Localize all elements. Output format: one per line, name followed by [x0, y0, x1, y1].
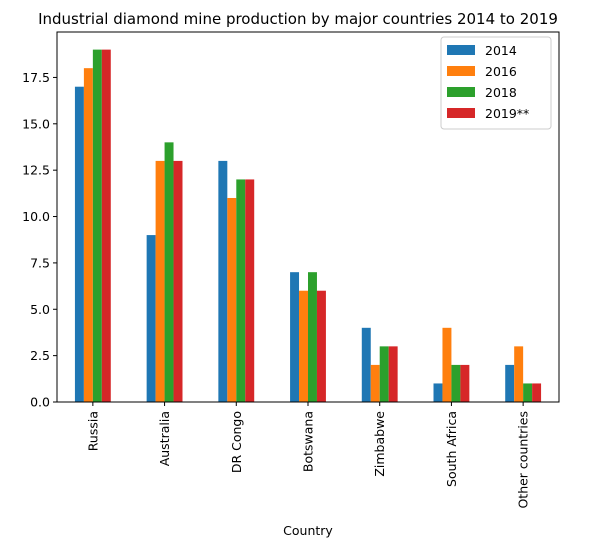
bar-botswana-2018 [308, 272, 317, 402]
bar-russia-2019 [101, 49, 111, 403]
bar-south-africa-2018 [451, 364, 461, 402]
bar-south-africa-2014 [433, 383, 443, 402]
legend: 2014 2016 2018 2019** [440, 36, 552, 130]
legend-swatch [447, 108, 475, 118]
legend-label: 2014 [485, 43, 517, 58]
x-tick-label: Russia [85, 411, 100, 451]
bar-australia-2018 [164, 142, 174, 402]
bar-dr-congo-2019 [245, 179, 255, 402]
bar-russia-2016 [83, 68, 93, 403]
bar-other-countries-2019 [532, 383, 542, 402]
bar-australia-2016 [155, 160, 165, 402]
legend-label: 2018 [485, 85, 517, 100]
chart-title: Industrial diamond mine production by ma… [38, 10, 558, 28]
legend-swatch [447, 45, 475, 55]
legend-box [440, 36, 552, 130]
x-axis-label: Country [283, 523, 333, 538]
bar-south-africa-2019 [460, 364, 470, 402]
bar-dr-congo-2014 [218, 160, 228, 402]
bar-botswana-2014 [290, 272, 300, 402]
bar-zimbabwe-2018 [379, 346, 389, 402]
bar-russia-2014 [74, 86, 84, 403]
bar-other-countries-2014 [505, 364, 515, 402]
bar-zimbabwe-2014 [361, 327, 371, 402]
x-tick-label: Zimbabwe [372, 411, 387, 477]
x-tick-label: South Africa [444, 411, 459, 487]
x-tick-label: DR Congo [229, 411, 244, 473]
bar-botswana-2016 [299, 290, 308, 402]
y-tick-label: 2.5 [30, 348, 50, 363]
y-tick-label: 15.0 [22, 116, 50, 131]
y-tick-label: 0.0 [30, 395, 50, 410]
bar-australia-2019 [173, 160, 183, 402]
legend-label: 2019** [485, 106, 529, 121]
bar-south-africa-2016 [442, 327, 452, 402]
bar-other-countries-2018 [523, 383, 533, 402]
x-axis: Russia Australia DR Congo Botswana Zimbabwe S… [85, 402, 531, 509]
bar-other-countries-2016 [514, 346, 524, 402]
y-tick-label: 7.5 [30, 255, 50, 270]
bars-group [74, 49, 542, 403]
x-tick-label: Australia [157, 411, 172, 466]
bar-botswana-2019 [316, 290, 326, 402]
y-tick-label: 12.5 [22, 163, 50, 178]
legend-swatch [447, 66, 475, 76]
legend-swatch [447, 87, 475, 97]
y-tick-label: 5.0 [30, 302, 50, 317]
y-tick-label: 17.5 [22, 70, 50, 85]
bar-dr-congo-2018 [236, 179, 246, 402]
legend-label: 2016 [485, 64, 517, 79]
bar-russia-2018 [92, 49, 102, 403]
bar-dr-congo-2016 [227, 197, 237, 402]
x-tick-label: Other countries [516, 411, 531, 509]
y-axis: 0.0 2.5 5.0 7.5 10.0 12.5 15.0 17.5 [22, 70, 57, 410]
bar-zimbabwe-2016 [370, 364, 380, 402]
plot-frame [56, 31, 560, 403]
bar-australia-2014 [146, 235, 156, 402]
y-tick-label: 10.0 [22, 209, 50, 224]
x-tick-label: Botswana [301, 411, 316, 472]
bar-zimbabwe-2019 [388, 346, 398, 402]
